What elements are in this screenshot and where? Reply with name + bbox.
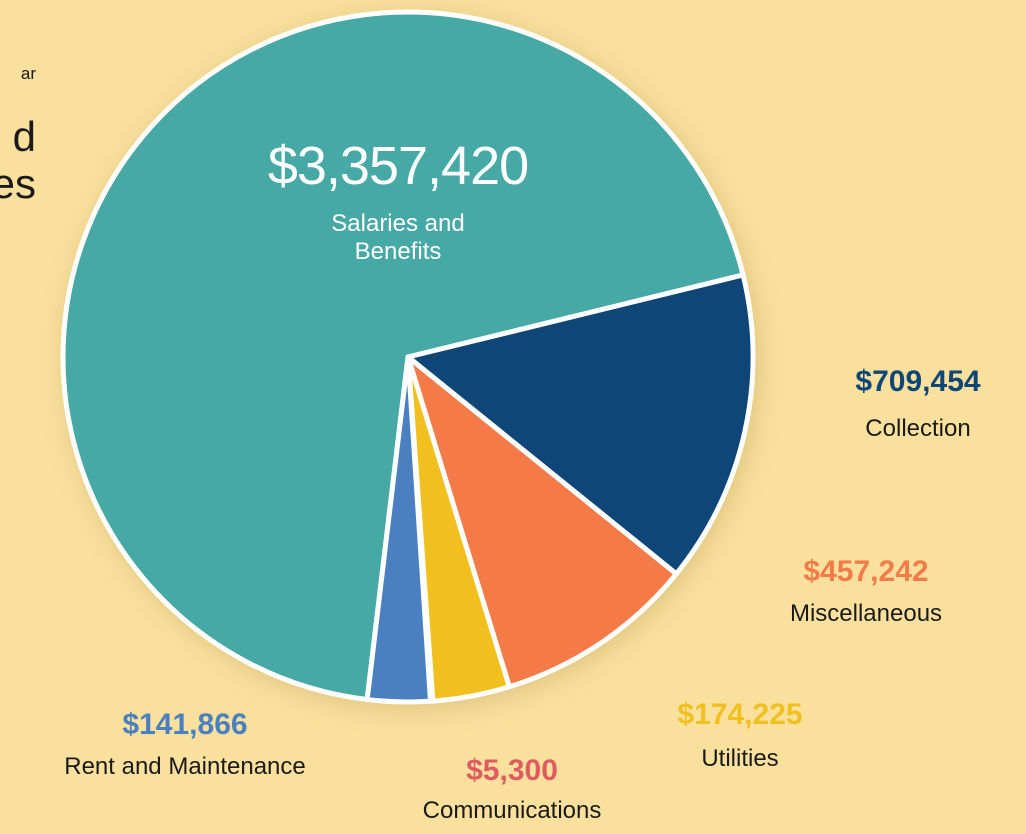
title-fragment: ar [20, 64, 36, 83]
category-label: Salaries and Benefits [331, 210, 465, 265]
category-label: Rent and Maintenance [64, 753, 306, 780]
pie-slice [364, 354, 434, 705]
category-label: Collection [865, 415, 971, 442]
value-label: $3,357,420 [267, 136, 529, 196]
value-label: $141,866 [122, 708, 248, 741]
value-label: $5,300 [466, 754, 558, 787]
category-label: Miscellaneous [789, 600, 943, 627]
pie [60, 9, 756, 705]
pie-slice [405, 272, 756, 577]
category-label: Communications [422, 797, 602, 824]
value-label: $709,454 [855, 365, 981, 398]
value-label: $174,225 [677, 698, 803, 731]
title-fragment: d [12, 113, 36, 160]
pie-slice [405, 354, 679, 690]
category-label: Utilities [701, 745, 779, 772]
title-fragment: es [0, 160, 36, 207]
pie-slice [60, 9, 746, 703]
value-label: $457,242 [803, 555, 929, 588]
